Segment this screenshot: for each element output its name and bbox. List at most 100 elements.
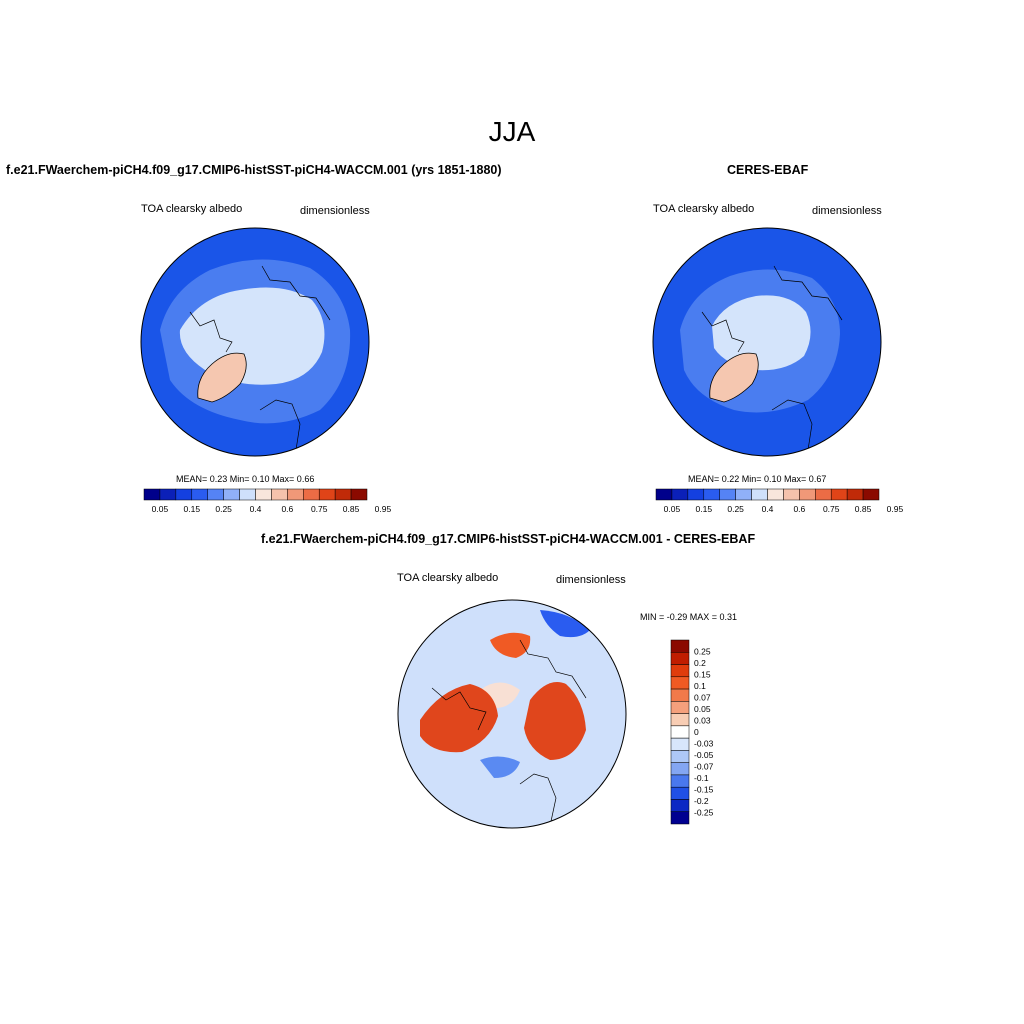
map-diff-warm-east: [524, 682, 586, 760]
colorbar-difference-swatch: [670, 701, 690, 714]
colorbar-model-swatch: [255, 488, 272, 501]
map-diff-cool-south: [480, 756, 520, 778]
colorbar-difference-tick-label: 0.15: [694, 670, 711, 680]
map-diff-coastline-b: [519, 639, 587, 699]
panel-1-variable-label: TOA clearsky albedo: [141, 203, 243, 215]
map-obs-coastline-a: [701, 311, 745, 353]
colorbar-difference-tick-label: -0.15: [694, 785, 714, 795]
colorbar-difference-tick-label: -0.03: [694, 739, 714, 749]
colorbar-obs-swatch: [687, 488, 705, 501]
colorbar-obs-swatch: [671, 488, 689, 501]
panel-2-variable-label: TOA clearsky albedo: [653, 203, 755, 215]
colorbar-difference-tick-label: -0.1: [694, 773, 709, 783]
colorbar-difference-tick-label: -0.25: [694, 808, 714, 818]
panel-3-variable-label: TOA clearsky albedo: [397, 572, 499, 584]
colorbar-difference-tick-label: -0.2: [694, 796, 709, 806]
colorbar-obs-swatch: [655, 488, 673, 501]
map-diff-coastline-c: [519, 773, 557, 827]
colorbar-difference-tick-label: 0: [694, 727, 699, 737]
colorbar-obs-tick-label: 0.4: [762, 504, 774, 514]
colorbar-difference: 0.250.2 0.150.1 0.070.05 0.030 -0.03-0.05 -0.…: [670, 639, 714, 825]
colorbar-model-tick-label: 0.75: [311, 504, 328, 514]
map-diff-border: [397, 599, 627, 829]
colorbar-difference-tick-label: 0.2: [694, 658, 706, 668]
map-difference: [397, 599, 627, 829]
colorbar-model: 0.05 0.15 0.25 0.4 0.6 0.75 0.85 0.95: [143, 488, 392, 514]
colorbar-model-tick-label: 0.05: [152, 504, 169, 514]
colorbar-difference-swatch: [670, 713, 690, 727]
colorbar-difference-tick-label: 0.1: [694, 681, 706, 691]
panel-2-stats: MEAN= 0.22 Min= 0.10 Max= 0.67: [688, 474, 827, 484]
colorbar-model-tick-label: 0.85: [343, 504, 360, 514]
colorbar-difference-swatch: [670, 799, 690, 812]
colorbar-difference-tick-label: 0.03: [694, 716, 711, 726]
colorbar-obs-tick-label: 0.95: [887, 504, 904, 514]
colorbar-model-swatch: [350, 488, 368, 501]
colorbar-difference-swatch: [670, 811, 690, 825]
colorbar-model-tick-label: 0.25: [215, 504, 232, 514]
map-obs: [652, 227, 882, 457]
colorbar-obs-swatch: [735, 488, 752, 501]
panel-3-title: f.e21.FWaerchem-piCH4.f09_g17.CMIP6-hist…: [261, 532, 756, 546]
colorbar-obs-swatch: [799, 488, 816, 501]
colorbar-model-swatch: [318, 488, 336, 501]
map-model-greenland: [197, 352, 247, 403]
map-diff-warm-west: [420, 684, 498, 753]
map-obs-border: [652, 227, 882, 457]
colorbar-obs-swatch: [767, 488, 784, 501]
colorbar-obs-swatch: [783, 488, 800, 501]
colorbar-model-tick-label: 0.95: [375, 504, 392, 514]
colorbar-difference-swatch: [670, 676, 690, 690]
colorbar-model-swatch: [271, 488, 288, 501]
colorbar-obs-swatch: [846, 488, 864, 501]
colorbar-model-swatch: [207, 488, 224, 501]
colorbar-obs-swatch: [862, 488, 880, 501]
map-diff-cool-ne: [540, 610, 590, 638]
colorbar-difference-swatch: [670, 652, 690, 665]
map-model-coastline-c: [259, 399, 301, 451]
figure-title: JJA: [488, 116, 536, 147]
panel-1-units-label: dimensionless: [300, 205, 370, 217]
colorbar-obs-tick-label: 0.05: [664, 504, 681, 514]
colorbar-difference-tick-label: 0.07: [694, 693, 711, 703]
panel-2-units-label: dimensionless: [812, 205, 882, 217]
panel-3-units-label: dimensionless: [556, 574, 626, 586]
colorbar-difference-swatch: [670, 737, 690, 751]
map-model-coastline-b: [261, 265, 331, 321]
colorbar-obs-tick-label: 0.25: [727, 504, 744, 514]
colorbar-difference-swatch: [670, 688, 690, 702]
panel-2-title: CERES-EBAF: [727, 163, 809, 177]
colorbar-difference-tick-label: 0.25: [694, 647, 711, 657]
colorbar-difference-swatch: [670, 774, 690, 788]
map-obs-coastline-b: [773, 265, 843, 321]
colorbar-model-swatch: [143, 488, 161, 501]
colorbar-obs-swatch: [703, 488, 720, 501]
map-model-coastline-a: [189, 311, 233, 353]
colorbar-difference-tick-label: -0.05: [694, 750, 714, 760]
colorbar-obs-tick-label: 0.85: [855, 504, 872, 514]
colorbar-model-tick-label: 0.4: [250, 504, 262, 514]
map-model: [140, 227, 370, 457]
map-model-border: [140, 227, 370, 457]
panel-1-title: f.e21.FWaerchem-piCH4.f09_g17.CMIP6-hist…: [6, 163, 502, 177]
colorbar-obs-tick-label: 0.75: [823, 504, 840, 514]
colorbar-difference-swatch: [670, 750, 690, 763]
colorbar-difference-swatch: [670, 639, 690, 653]
map-obs-coastline-c: [771, 399, 813, 451]
colorbar-difference-tick-label: 0.05: [694, 704, 711, 714]
colorbar-obs-swatch: [719, 488, 736, 501]
panel-3-stats: MIN = -0.29 MAX = 0.31: [640, 612, 738, 622]
map-diff-coastline-a: [431, 687, 487, 731]
colorbar-model-swatch: [175, 488, 193, 501]
colorbar-difference-swatch: [670, 664, 690, 678]
colorbar-difference-swatch: [670, 762, 690, 776]
map-obs-ice: [712, 295, 811, 371]
colorbar-difference-tick-label: -0.07: [694, 762, 714, 772]
colorbar-model-tick-label: 0.6: [281, 504, 293, 514]
colorbar-model-swatch: [191, 488, 208, 501]
colorbar-obs-swatch: [830, 488, 848, 501]
colorbar-model-swatch: [334, 488, 352, 501]
colorbar-model-tick-label: 0.15: [184, 504, 201, 514]
colorbar-obs-swatch: [751, 488, 768, 501]
